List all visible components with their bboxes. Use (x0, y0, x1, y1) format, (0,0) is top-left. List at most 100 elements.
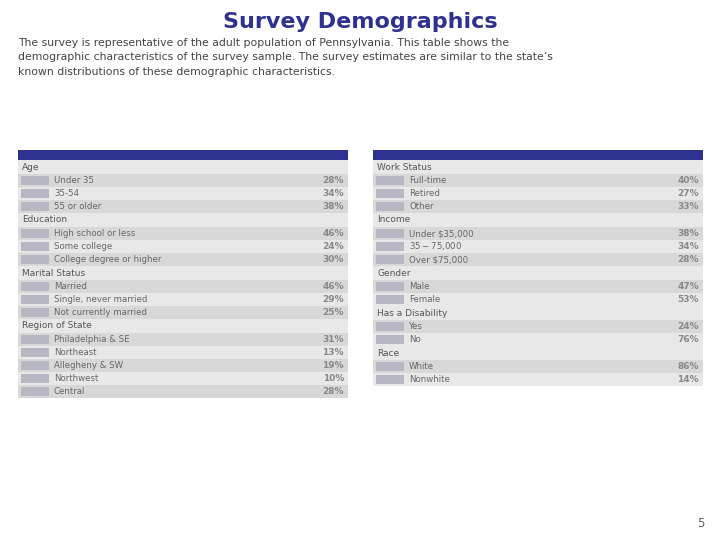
Bar (376, 229, 404, 238)
Text: Work Status: Work Status (377, 163, 431, 172)
Bar (373, 240, 703, 253)
Text: $35-$75,000: $35-$75,000 (409, 240, 462, 253)
Bar (21, 255, 49, 264)
Bar (21, 242, 49, 251)
Text: Single, never married: Single, never married (54, 295, 148, 304)
Text: 46%: 46% (323, 229, 344, 238)
Bar (18, 266, 348, 280)
Text: White: White (409, 362, 434, 371)
Bar (376, 282, 404, 291)
Bar (373, 280, 703, 293)
Bar (373, 293, 703, 306)
Text: Some college: Some college (54, 242, 112, 251)
Bar (376, 242, 404, 251)
Bar (376, 255, 404, 264)
Text: 38%: 38% (323, 202, 344, 211)
Text: 86%: 86% (678, 362, 699, 371)
Text: Age: Age (22, 163, 40, 172)
Bar (376, 295, 404, 304)
Bar (376, 189, 404, 198)
Text: 24%: 24% (678, 322, 699, 331)
Bar (18, 280, 348, 293)
Bar (376, 375, 404, 384)
Text: 19%: 19% (323, 361, 344, 370)
Text: Married: Married (54, 282, 87, 291)
Bar (21, 335, 49, 344)
Bar (373, 360, 703, 373)
Bar (373, 346, 703, 360)
Bar (18, 150, 348, 160)
Text: 10%: 10% (323, 374, 344, 383)
Text: Other: Other (409, 202, 433, 211)
Text: 27%: 27% (678, 189, 699, 198)
Bar (18, 227, 348, 240)
Text: 35-54: 35-54 (54, 189, 79, 198)
Text: High school or less: High school or less (54, 229, 135, 238)
Bar (373, 266, 703, 280)
Bar (21, 348, 49, 357)
Text: No: No (409, 335, 420, 344)
Bar (18, 174, 348, 187)
Bar (21, 361, 49, 370)
Bar (376, 202, 404, 211)
Bar (373, 373, 703, 386)
Bar (21, 374, 49, 383)
Text: College degree or higher: College degree or higher (54, 255, 161, 264)
Bar (18, 333, 348, 346)
Text: 24%: 24% (323, 242, 344, 251)
Bar (373, 213, 703, 227)
Bar (373, 306, 703, 320)
Text: Allegheny & SW: Allegheny & SW (54, 361, 123, 370)
Text: Full-time: Full-time (409, 176, 446, 185)
Bar (18, 200, 348, 213)
Bar (21, 295, 49, 304)
Bar (18, 160, 348, 174)
Bar (18, 385, 348, 398)
Text: 29%: 29% (323, 295, 344, 304)
Text: Male: Male (409, 282, 430, 291)
Bar (21, 282, 49, 291)
Text: 25%: 25% (323, 308, 344, 317)
Text: 13%: 13% (323, 348, 344, 357)
Bar (21, 202, 49, 211)
Bar (18, 359, 348, 372)
Text: Philadelphia & SE: Philadelphia & SE (54, 335, 130, 344)
Bar (18, 253, 348, 266)
Text: 31%: 31% (323, 335, 344, 344)
Bar (373, 150, 703, 160)
Bar (21, 189, 49, 198)
Text: 40%: 40% (678, 176, 699, 185)
Text: Gender: Gender (377, 268, 410, 278)
Text: Education: Education (22, 215, 67, 225)
Bar (373, 320, 703, 333)
Text: Over $75,000: Over $75,000 (409, 255, 468, 264)
Bar (373, 160, 703, 174)
Bar (376, 322, 404, 331)
Text: 28%: 28% (323, 387, 344, 396)
Text: 76%: 76% (678, 335, 699, 344)
Bar (373, 333, 703, 346)
Text: 47%: 47% (678, 282, 699, 291)
Text: Has a Disability: Has a Disability (377, 308, 447, 318)
Bar (373, 174, 703, 187)
Bar (376, 362, 404, 371)
Bar (373, 187, 703, 200)
Text: Retired: Retired (409, 189, 440, 198)
Bar (376, 335, 404, 344)
Text: Not currently married: Not currently married (54, 308, 147, 317)
Text: 55 or older: 55 or older (54, 202, 102, 211)
Text: The survey is representative of the adult population of Pennsylvania. This table: The survey is representative of the adul… (18, 38, 553, 77)
Bar (21, 387, 49, 396)
Bar (18, 240, 348, 253)
Text: Under 35: Under 35 (54, 176, 94, 185)
Bar (21, 176, 49, 185)
Bar (373, 253, 703, 266)
Text: Region of State: Region of State (22, 321, 91, 330)
Bar (18, 306, 348, 319)
Text: 33%: 33% (678, 202, 699, 211)
Text: 34%: 34% (678, 242, 699, 251)
Text: Under $35,000: Under $35,000 (409, 229, 474, 238)
Bar (373, 200, 703, 213)
Bar (21, 229, 49, 238)
Bar (18, 213, 348, 227)
